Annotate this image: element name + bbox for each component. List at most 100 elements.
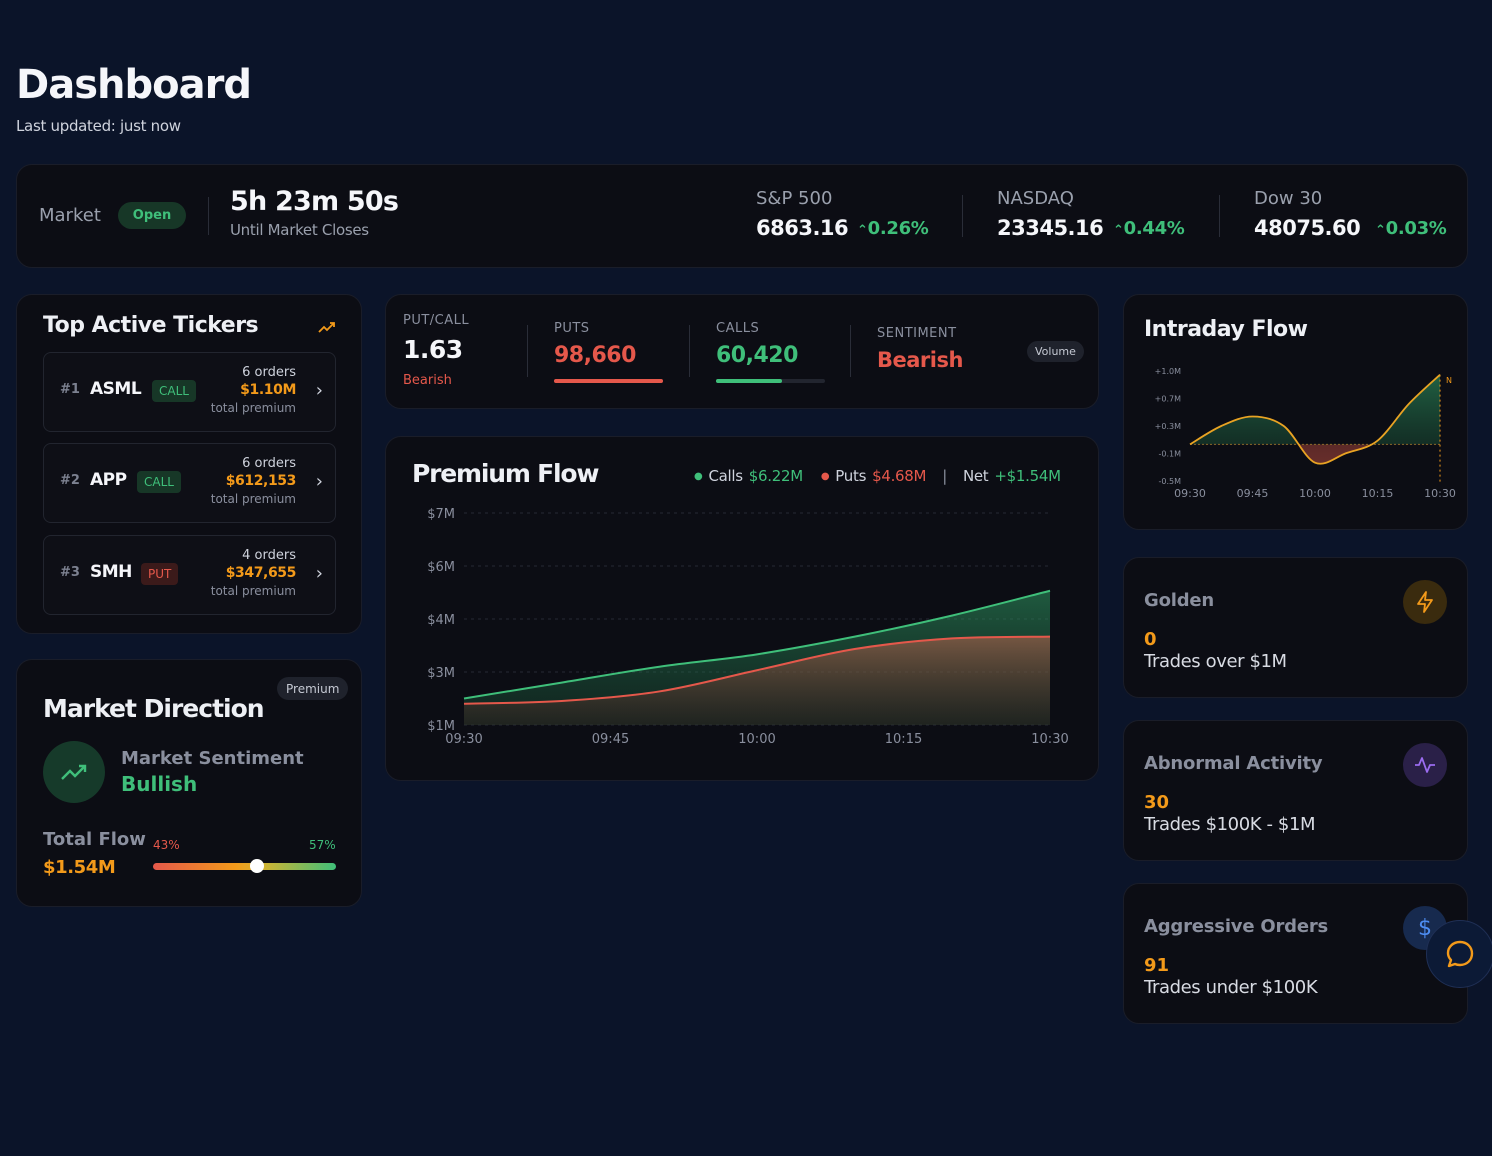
y-tick-label: +0.7M [1155, 395, 1181, 404]
ticker-premium-caption: total premium [210, 584, 296, 598]
divider [689, 325, 690, 377]
volume-toggle[interactable]: Volume [1027, 341, 1084, 362]
ticker-row[interactable]: #3 SMH PUT 4 orders $347,655 total premi… [43, 535, 336, 615]
chat-button[interactable] [1426, 920, 1492, 988]
index-name-nasdaq: NASDAQ [997, 188, 1074, 209]
divider [850, 325, 851, 377]
stat-value: 30 [1144, 792, 1170, 813]
x-tick-label: 10:15 [885, 732, 922, 747]
puts-value: 98,660 [554, 343, 636, 368]
chevron-right-icon: › [315, 471, 323, 492]
put-call-sentiment: Bearish [403, 373, 452, 388]
ticker-premium: $1.10M [240, 382, 296, 398]
chat-bubble-icon [1446, 940, 1474, 968]
intraday-flow-card: Intraday Flow +1.0M +0.7M +0.3M -0.1M -0.5M 0… [1123, 294, 1468, 530]
up-arrow-icon: ⌃ [857, 223, 868, 238]
x-tick-label: 09:45 [1237, 487, 1269, 500]
index-value-nasdaq: 23345.16 [997, 216, 1104, 240]
ticker-orders: 6 orders [242, 456, 296, 471]
trend-circle [43, 741, 105, 803]
ticker-premium-caption: total premium [210, 401, 296, 415]
divider [962, 195, 963, 237]
calls-bar-track [716, 379, 825, 383]
stat-title: Aggressive Orders [1144, 916, 1329, 937]
net-flow-line [1189, 374, 1441, 465]
option-type-badge: CALL [137, 471, 181, 493]
puts-label: PUTS [554, 321, 590, 336]
bullish-percent: 57% [309, 838, 336, 852]
aggressive-orders-card[interactable]: Aggressive Orders 91 Trades under $100K … [1123, 883, 1468, 1024]
premium-flow-legend: ● Calls $6.22M ● Puts $4.68M | Net +$1.5… [694, 467, 1061, 485]
divider [1219, 195, 1220, 237]
legend-net-value: +$1.54M [994, 467, 1061, 485]
sentiment-gauge [153, 859, 336, 873]
ticker-rank: #2 [60, 473, 80, 488]
market-status-badge: Open [118, 202, 186, 229]
chevron-right-icon: › [315, 380, 323, 401]
calls-line [463, 589, 1051, 700]
stat-value: 91 [1144, 955, 1170, 976]
market-label: Market [39, 205, 101, 226]
market-countdown: 5h 23m 50s [230, 186, 399, 217]
market-direction-card: Premium Market Direction Market Sentimen… [16, 659, 362, 907]
activity-icon [1403, 743, 1447, 787]
bolt-icon [1403, 580, 1447, 624]
x-tick-label: 09:30 [1174, 487, 1206, 500]
stat-value: 0 [1144, 629, 1157, 650]
negative-area [1298, 444, 1372, 464]
index-value-dow: 48075.60 [1254, 216, 1361, 240]
legend-calls-value: $6.22M [748, 467, 803, 485]
index-change-dow: ⌃0.03% [1375, 218, 1447, 239]
x-tick-label: 09:30 [445, 732, 482, 747]
index-name-dow: Dow 30 [1254, 188, 1323, 209]
chevron-right-icon: › [315, 563, 323, 584]
total-flow-value: $1.54M [43, 857, 116, 878]
ticker-row[interactable]: #1 ASML CALL 6 orders $1.10M total premi… [43, 352, 336, 432]
page-title: Dashboard [16, 62, 252, 108]
trending-up-icon [318, 322, 335, 333]
gauge-knob [250, 859, 265, 873]
option-type-badge: PUT [141, 563, 179, 585]
stat-caption: Trades under $100K [1144, 977, 1318, 998]
last-updated: Last updated: just now [16, 117, 181, 135]
premium-flow-card: Premium Flow ● Calls $6.22M ● Puts $4.68… [385, 436, 1099, 781]
y-tick-label: +0.3M [1155, 422, 1181, 431]
abnormal-activity-card[interactable]: Abnormal Activity 30 Trades $100K - $1M [1123, 720, 1468, 861]
index-name-sp500: S&P 500 [756, 188, 833, 209]
calls-value: 60,420 [716, 343, 798, 368]
stat-title: Golden [1144, 590, 1215, 611]
trending-up-icon [61, 764, 87, 780]
premium-flow-title: Premium Flow [412, 459, 599, 488]
ticker-premium-caption: total premium [210, 492, 296, 506]
x-tick-label: 10:00 [738, 732, 775, 747]
x-tick-label: 10:30 [1031, 732, 1068, 747]
up-arrow-icon: ⌃ [1113, 223, 1124, 238]
legend-net-label: Net [962, 467, 989, 485]
ticker-rank: #3 [60, 565, 80, 580]
y-tick-label: $6M [427, 560, 455, 575]
ticker-row[interactable]: #2 APP CALL 6 orders $612,153 total prem… [43, 443, 336, 523]
y-tick-label: $7M [427, 507, 455, 522]
sentiment-label: SENTIMENT [877, 326, 957, 341]
calls-dot-icon: ● [694, 470, 703, 482]
divider [527, 325, 528, 377]
positive-area [1190, 374, 1440, 445]
stat-title: Abnormal Activity [1144, 753, 1323, 774]
index-change-sp500: ⌃0.26% [857, 218, 929, 239]
x-tick-label: 10:00 [1299, 487, 1331, 500]
stat-caption: Trades over $1M [1144, 651, 1287, 672]
puts-bar-fill [554, 379, 663, 383]
y-tick-label: +1.0M [1155, 367, 1181, 376]
ticker-premium: $347,655 [225, 565, 297, 581]
y-tick-label: $3M [427, 666, 455, 681]
legend-puts-label: Puts [835, 467, 867, 485]
golden-trades-card[interactable]: Golden 0 Trades over $1M [1123, 557, 1468, 698]
index-value-sp500: 6863.16 [756, 216, 849, 240]
x-tick-label: 10:30 [1424, 487, 1456, 500]
ticker-premium: $612,153 [225, 473, 297, 489]
now-marker-label: N [1446, 376, 1452, 385]
ticker-symbol: APP [90, 470, 127, 490]
calls-label: CALLS [716, 321, 760, 336]
